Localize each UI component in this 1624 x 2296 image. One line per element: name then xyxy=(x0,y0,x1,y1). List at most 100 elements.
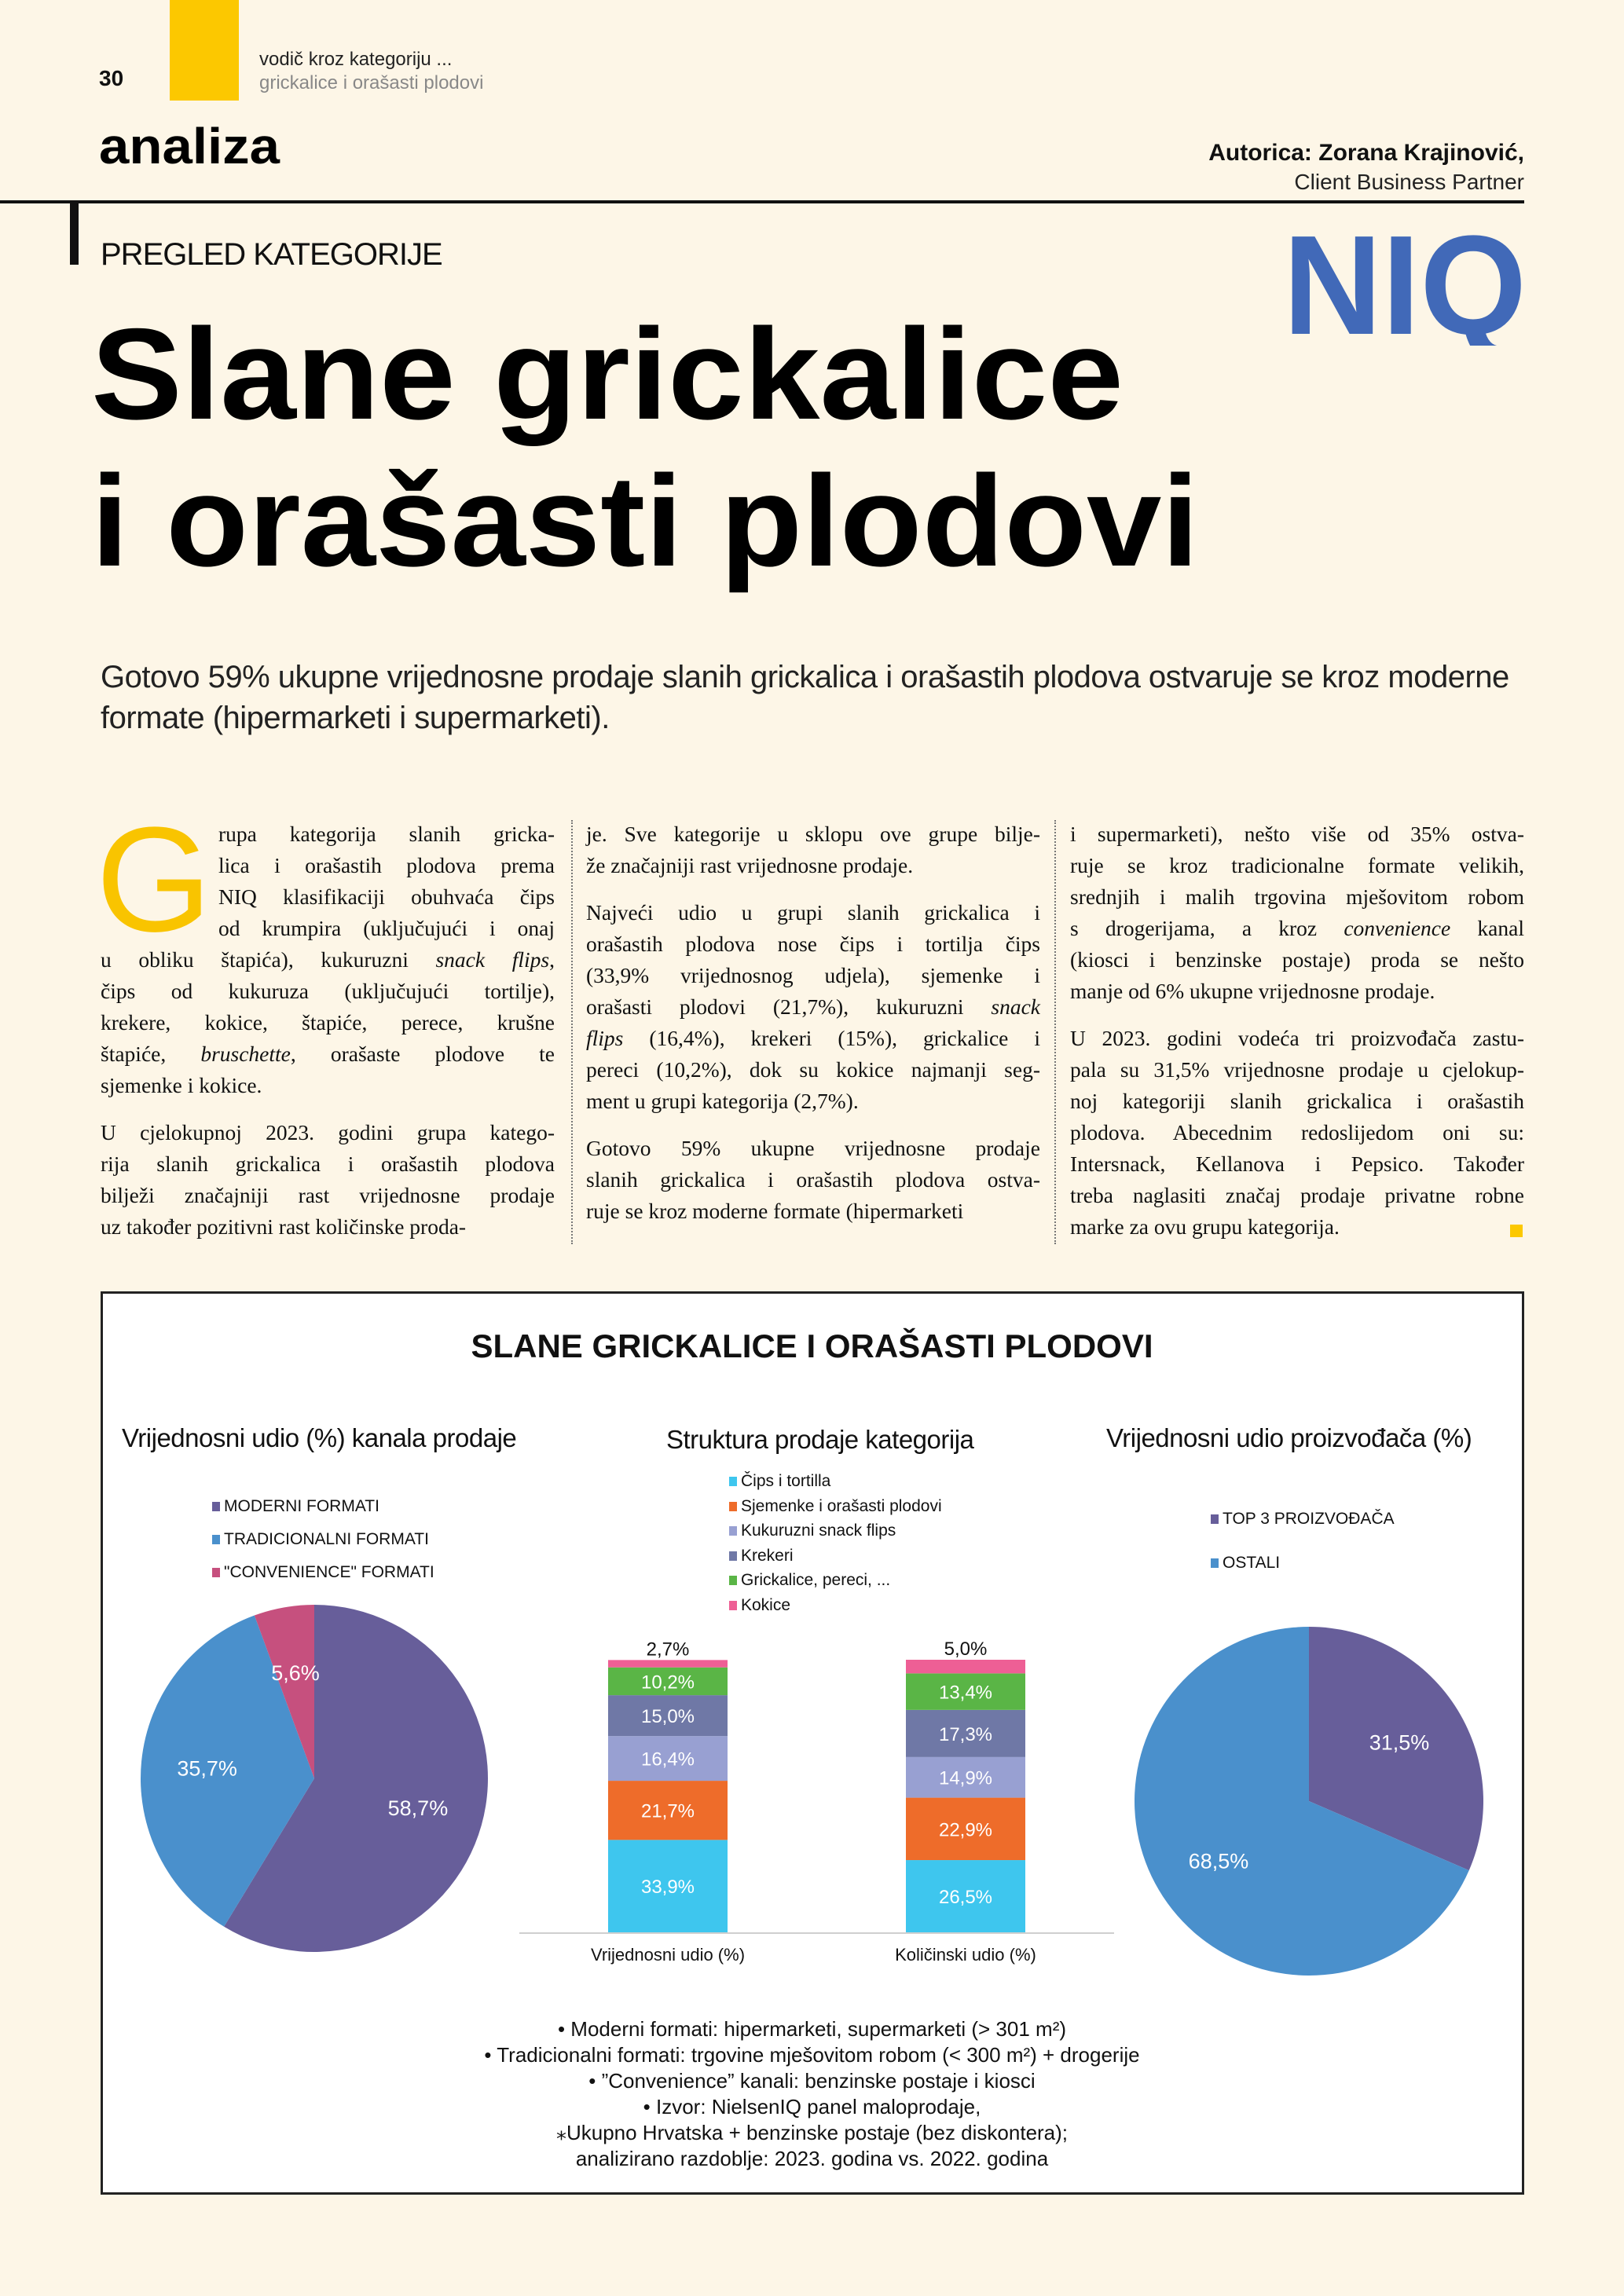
standfirst: Gotovo 59% ukupne vrijednosne prodaje sl… xyxy=(101,660,1509,735)
text-line: NIQ klasifikaciji obuhvaća čips xyxy=(218,884,555,909)
svg-text:NIQ: NIQ xyxy=(1283,220,1527,346)
bar-label: 15,0% xyxy=(641,1706,695,1727)
bar-label: 10,2% xyxy=(641,1672,695,1693)
author-name: Autorica: Zorana Krajinović, xyxy=(1208,140,1524,166)
text-column-3: i supermarketi), nešto više od 35% ostva… xyxy=(1070,818,1524,1243)
legend-swatch xyxy=(729,1576,737,1585)
text-line: že značajniji rast vrijednosne prodaje. xyxy=(586,853,914,877)
bar-segment xyxy=(608,1660,728,1668)
text-line: flips (16,4%), krekeri (15%), grickalice… xyxy=(586,1026,1040,1050)
text-line: s drogerijama, a kroz convenience kanal xyxy=(1070,916,1524,940)
bar-label: 2,7% xyxy=(647,1639,690,1660)
author-role: Client Business Partner xyxy=(1294,170,1524,194)
bar-segment xyxy=(608,1840,728,1932)
legend-item: Kokice xyxy=(729,1596,790,1615)
text-line: (33,9% vrijednosnog udjela), sjemenke i xyxy=(586,963,1040,987)
column-separator xyxy=(1054,820,1056,1244)
text-line: je. Sve kategorije u sklopu ove grupe bi… xyxy=(586,822,1040,846)
text-line: noj kategoriji slanih grickalica i oraša… xyxy=(1070,1089,1524,1113)
pie-label: 35,7% xyxy=(177,1757,237,1781)
legend-item: MODERNI FORMATI xyxy=(212,1497,379,1516)
kicker-bar xyxy=(70,202,79,265)
footnote: • Izvor: NielsenIQ panel maloprodaje, xyxy=(643,2095,981,2118)
bar-label: 16,4% xyxy=(641,1749,695,1771)
text-line: rija slanih grickalica i orašastih plodo… xyxy=(101,1152,555,1176)
text-line: U 2023. godini vodeća tri proizvođača za… xyxy=(1070,1026,1524,1050)
bar-segment xyxy=(906,1673,1025,1710)
legend-label: TRADICIONALNI FORMATI xyxy=(224,1530,429,1548)
kicker: PREGLED KATEGORIJE xyxy=(101,237,443,272)
pie-slice xyxy=(1309,1627,1484,1871)
text-line: lica i orašastih plodova prema xyxy=(218,853,555,877)
legend-label: Kokice xyxy=(741,1595,791,1614)
pie-slice xyxy=(254,1605,314,1778)
pie-label: 58,7% xyxy=(388,1796,449,1820)
pie-slice xyxy=(224,1605,488,1952)
text-line: ruje se kroz moderne formate (hipermarke… xyxy=(586,1199,964,1223)
footnote: • ”Convenience” kanali: benzinske postaj… xyxy=(588,2069,1036,2093)
footnote: ⁎Ukupno Hrvatska + benzinske postaje (be… xyxy=(555,2121,1069,2144)
chart-title-manufacturers: Vrijednosni udio proizvođača (%) xyxy=(1106,1423,1472,1452)
legend-swatch xyxy=(1211,1558,1219,1568)
svg-text:Slane grickalice: Slane grickalice xyxy=(91,310,1124,446)
text-line: plodova. Abecednim redoslijedom oni su: xyxy=(1070,1120,1524,1144)
legend-swatch xyxy=(729,1477,737,1486)
x-tick-label: Vrijednosni udio (%) xyxy=(591,1945,745,1965)
pie-label: 5,6% xyxy=(271,1661,320,1685)
end-mark xyxy=(1510,1225,1523,1237)
chart-title-structure: Struktura prodaje kategorija xyxy=(666,1425,974,1454)
text-line: krekere, kokice, štapiće, perece, krušne xyxy=(101,1010,555,1034)
bar-label: 17,3% xyxy=(939,1724,992,1745)
text-line: Najveći udio u grupi slanih grickalica i xyxy=(586,900,1040,925)
footnote: • Moderni formati: hipermarketi, superma… xyxy=(557,2017,1067,2041)
bar-label: 33,9% xyxy=(641,1877,695,1898)
svg-text:analiza: analiza xyxy=(99,118,280,173)
footnote: analizirano razdoblje: 2023. godina vs. … xyxy=(575,2147,1049,2170)
legend-item: Sjemenke i orašasti plodovi xyxy=(729,1497,942,1516)
text-column-1: rupa kategorija slanih gricka-lica i ora… xyxy=(101,818,555,1243)
bar-label: 21,7% xyxy=(641,1801,695,1822)
legend-label: Grickalice, pereci, ... xyxy=(741,1571,891,1589)
legend-label: Krekeri xyxy=(741,1546,794,1565)
legend-swatch xyxy=(212,1568,220,1577)
pie-slice xyxy=(140,1615,314,1927)
legend-swatch xyxy=(729,1551,737,1561)
bar-label: 5,0% xyxy=(944,1639,988,1660)
text-line: Gotovo 59% ukupne vrijednosne prodaje xyxy=(586,1136,1040,1160)
legend-swatch xyxy=(212,1535,220,1544)
text-column-2: je. Sve kategorije u sklopu ove grupe bi… xyxy=(586,818,1040,1227)
drop-cap: G xyxy=(96,796,212,963)
legend-item: Kukuruzni snack flips xyxy=(729,1522,896,1540)
niq-logo: NIQ xyxy=(1283,220,1527,346)
text-line: ment u grupi kategorija (2,7%). xyxy=(586,1089,859,1113)
text-line: rupa kategorija slanih gricka- xyxy=(218,822,555,846)
bar-segment xyxy=(608,1736,728,1782)
text-line: uz također pozitivni rast količinske pro… xyxy=(101,1214,467,1239)
column-separator xyxy=(571,820,573,1244)
text-line: ruje se kroz tradicionalne formate velik… xyxy=(1070,853,1524,877)
pie-slice xyxy=(1135,1627,1469,1976)
text-line: treba naglasiti značaj prodaje privatne … xyxy=(1070,1183,1524,1207)
legend-label: "CONVENIENCE" FORMATI xyxy=(224,1563,434,1581)
legend-item: Čips i tortilla xyxy=(729,1472,830,1491)
text-line: bilježi značajniji rast vrijednosne prod… xyxy=(101,1183,555,1207)
pie-label: 31,5% xyxy=(1369,1730,1430,1754)
bar-label: 14,9% xyxy=(939,1768,992,1789)
bar-segment xyxy=(906,1709,1025,1757)
text-line: u obliku štapića), kukuruzni snack flips… xyxy=(101,947,555,972)
page-number: 30 xyxy=(99,66,124,90)
legend-swatch xyxy=(729,1501,737,1511)
bar-segment xyxy=(906,1860,1025,1932)
bar-label: 22,9% xyxy=(939,1819,992,1840)
text-line: U cjelokupnoj 2023. godini grupa katego- xyxy=(101,1120,555,1144)
legend-swatch xyxy=(212,1502,220,1511)
legend-swatch xyxy=(1211,1514,1219,1524)
bar-segment xyxy=(906,1797,1025,1861)
x-tick-label: Količinski udio (%) xyxy=(895,1945,1036,1965)
legend-item: OSTALI xyxy=(1211,1554,1280,1573)
legend-label: Čips i tortilla xyxy=(741,1472,831,1490)
section-color-tab xyxy=(170,0,239,101)
bar-segment xyxy=(906,1660,1025,1674)
legend-item: Krekeri xyxy=(729,1547,794,1565)
